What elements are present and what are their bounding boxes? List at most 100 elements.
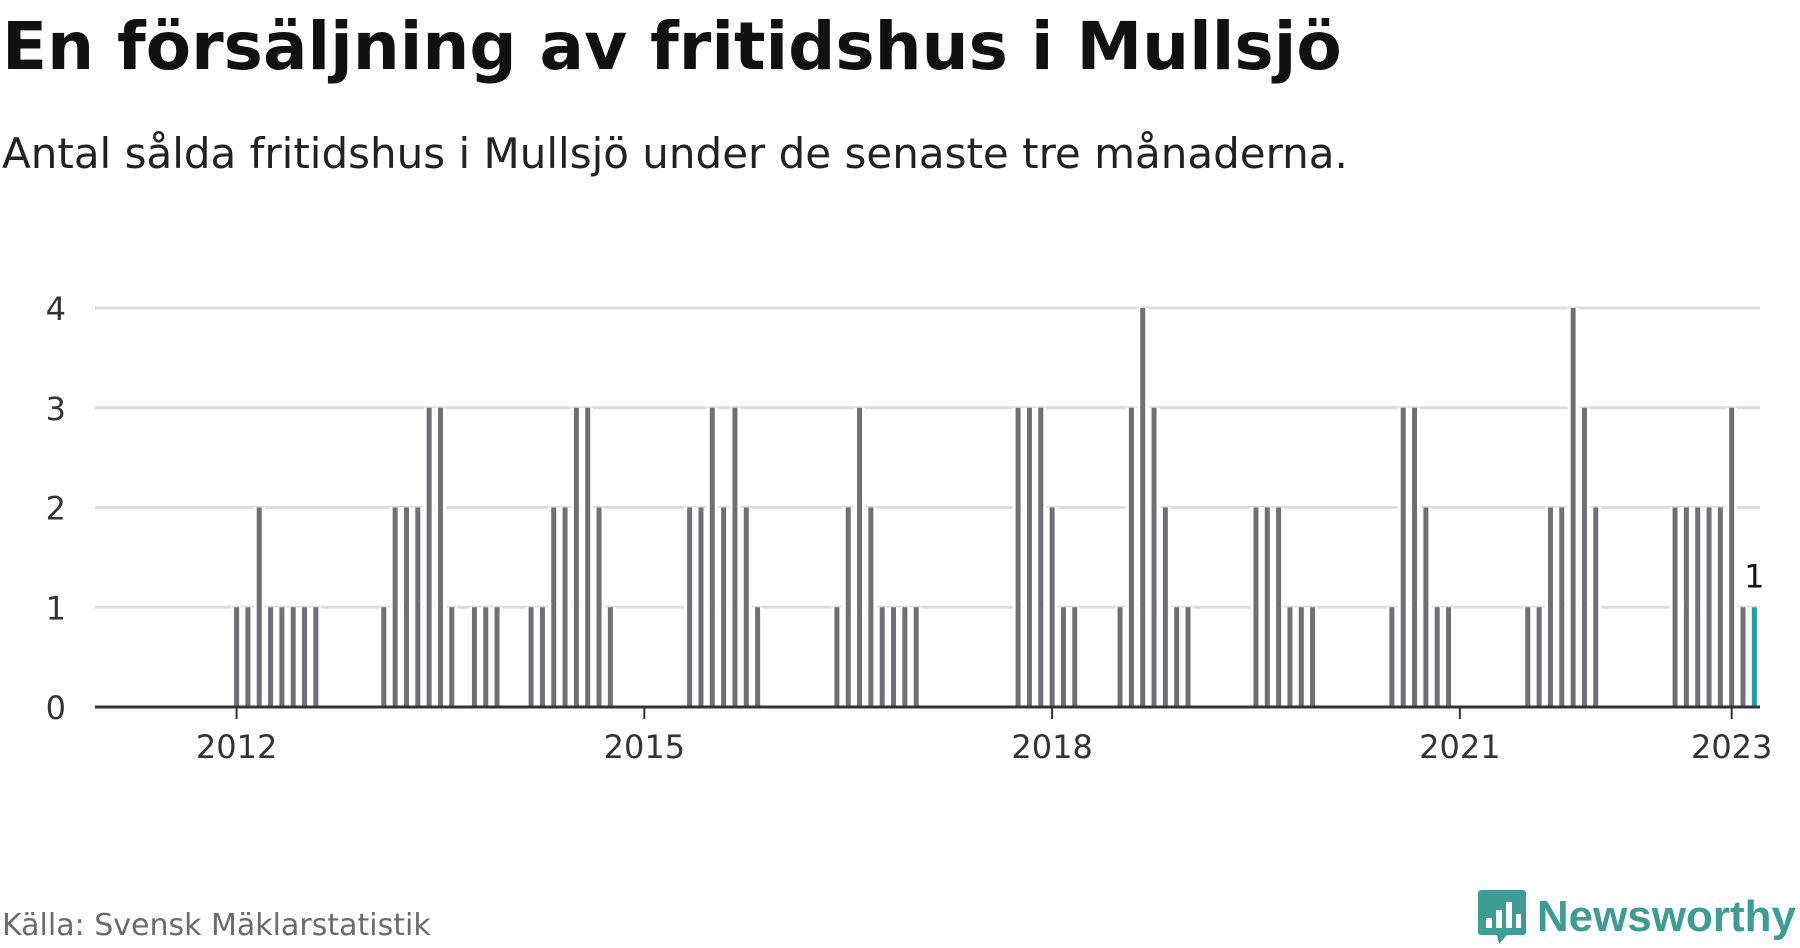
bar [913, 607, 919, 707]
bar [1140, 308, 1146, 707]
x-tick-label: 2012 [196, 728, 277, 766]
bar [607, 607, 613, 707]
bar [279, 607, 285, 707]
bar [879, 607, 885, 707]
bar [1060, 607, 1066, 707]
x-tick-label: 2021 [1419, 728, 1500, 766]
bar [743, 507, 749, 707]
bar [1740, 607, 1746, 707]
y-tick-label: 4 [46, 290, 66, 328]
bar [1287, 607, 1293, 707]
y-tick-label: 3 [46, 390, 66, 428]
bar [1536, 607, 1542, 707]
bar [1412, 407, 1418, 707]
bar [494, 607, 500, 707]
bar [1026, 407, 1032, 707]
bar [687, 507, 693, 707]
bar [1038, 407, 1044, 707]
bar [415, 507, 421, 707]
bar [449, 607, 455, 707]
bar [1570, 308, 1576, 707]
bar [721, 507, 727, 707]
bar [471, 607, 477, 707]
bar [1446, 607, 1452, 707]
bar [392, 507, 398, 707]
newsworthy-logo-icon [1477, 890, 1526, 944]
bar [1185, 607, 1191, 707]
bar [1049, 507, 1055, 707]
source-note: Källa: Svensk Mäklarstatistik [2, 908, 431, 943]
bar [1151, 407, 1157, 707]
grid-lines [95, 306, 1760, 609]
bar [902, 607, 908, 707]
bar [1389, 607, 1395, 707]
bar [1706, 507, 1712, 707]
bar [551, 507, 557, 707]
bar [857, 407, 863, 707]
bar [403, 507, 409, 707]
bar [1276, 507, 1282, 707]
bar [1128, 407, 1134, 707]
bar [1310, 607, 1316, 707]
bar [698, 507, 704, 707]
y-tick-label: 1 [46, 589, 66, 627]
bar [596, 507, 602, 707]
bar [1683, 507, 1689, 707]
bar [585, 407, 591, 707]
bar [1264, 507, 1270, 707]
bar [1593, 507, 1599, 707]
bar [868, 507, 874, 707]
bar [573, 407, 579, 707]
bar [1298, 607, 1304, 707]
x-tick-label: 2023 [1691, 728, 1772, 766]
chart-subtitle: Antal sålda fritidshus i Mullsjö under d… [2, 129, 1348, 178]
bar [381, 607, 387, 707]
bar [1072, 607, 1078, 707]
highlight-data-label: 1 [1744, 557, 1764, 595]
bar [437, 407, 443, 707]
y-tick-label: 2 [46, 490, 66, 528]
brand-name: Newsworthy [1536, 892, 1796, 941]
labels: 0 1 2 3 4 1 2012 2015 2018 2021 2023 [46, 290, 1773, 766]
chart-title: En försäljning av fritidshus i Mullsjö [2, 8, 1342, 85]
bar [1434, 607, 1440, 707]
bar [834, 607, 840, 707]
bar [1695, 507, 1701, 707]
bar [1253, 507, 1259, 707]
bars [231, 308, 1760, 707]
y-tick-label: 0 [46, 689, 66, 727]
bar [1547, 507, 1553, 707]
bar [1423, 507, 1429, 707]
axes [95, 705, 1760, 719]
bar [313, 607, 319, 707]
bar [1559, 507, 1565, 707]
bar [302, 607, 308, 707]
bar [1581, 407, 1587, 707]
bar [732, 407, 738, 707]
brand-logo: Newsworthy [1477, 888, 1796, 946]
bar [891, 607, 897, 707]
bar [755, 607, 761, 707]
bar [562, 507, 568, 707]
bar [845, 507, 851, 707]
bar [256, 507, 262, 707]
bar [539, 607, 545, 707]
bar [1717, 507, 1723, 707]
bar [1672, 507, 1678, 707]
bar [1162, 507, 1168, 707]
bar [426, 407, 432, 707]
bar [1174, 607, 1180, 707]
bar-chart: 0 1 2 3 4 1 2012 2015 2018 2021 2023 [46, 290, 1773, 766]
bar [1400, 407, 1406, 707]
x-tick-label: 2015 [604, 728, 685, 766]
bar [290, 607, 296, 707]
x-tick-label: 2018 [1011, 728, 1092, 766]
bar [483, 607, 489, 707]
bar [245, 607, 251, 707]
bar [1117, 607, 1123, 707]
bar-highlight [1751, 607, 1757, 707]
bar [528, 607, 534, 707]
bar [268, 607, 274, 707]
bar [234, 607, 240, 707]
bar [1729, 407, 1735, 707]
